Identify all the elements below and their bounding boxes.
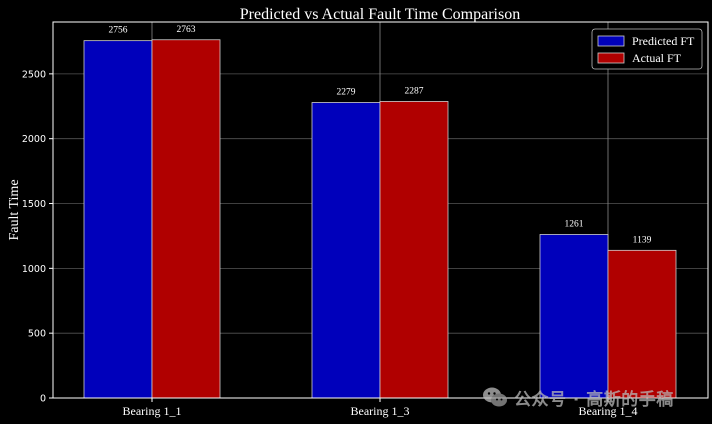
bar-value-label: 2763 [177, 25, 196, 35]
x-tick-label: Bearing 1_4 [579, 404, 638, 418]
bar-value-label: 1261 [565, 220, 584, 230]
bar-predicted [311, 102, 381, 399]
bar-actual [607, 249, 677, 399]
watermark-text: 公众号 · 高斯的手稿 [514, 389, 674, 410]
bars-group [83, 39, 677, 399]
x-tick-label: Bearing 1_1 [123, 404, 182, 418]
chart-title: Predicted vs Actual Fault Time Compariso… [240, 6, 520, 23]
y-tick-label: 500 [28, 329, 46, 340]
bar-actual [379, 101, 449, 399]
x-axis: Bearing 1_1 Bearing 1_3 Bearing 1_4 [123, 398, 638, 418]
y-tick-label: 2500 [22, 69, 46, 80]
legend-swatch [597, 52, 625, 64]
watermark: 公众号 · 高斯的手稿 [482, 385, 674, 410]
bar-predicted [83, 40, 153, 399]
bar-value-label: 2287 [405, 86, 424, 96]
legend: Predicted FT Actual FT [591, 28, 703, 70]
wechat-icon [483, 387, 507, 407]
bar-value-label: 2756 [109, 26, 128, 36]
data-labels: 2756 2279 1261 2763 2287 1139 [109, 25, 652, 246]
y-tick-label: 0 [40, 394, 46, 405]
bar-predicted [539, 234, 609, 399]
y-tick-label: 1500 [22, 199, 46, 210]
x-tick-label: Bearing 1_3 [351, 404, 410, 418]
y-tick-label: 2000 [22, 134, 46, 145]
bar-actual [151, 39, 221, 399]
y-tick-label: 1000 [22, 264, 46, 275]
y-axis: 0 500 1000 1500 2000 2500 [22, 69, 53, 405]
legend-swatch [597, 35, 625, 47]
y-axis-label: Fault Time [7, 179, 22, 240]
legend-label: Predicted FT [632, 34, 695, 48]
bar-value-label: 1139 [633, 235, 652, 245]
legend-label: Actual FT [632, 51, 682, 65]
bar-value-label: 2279 [337, 88, 356, 98]
